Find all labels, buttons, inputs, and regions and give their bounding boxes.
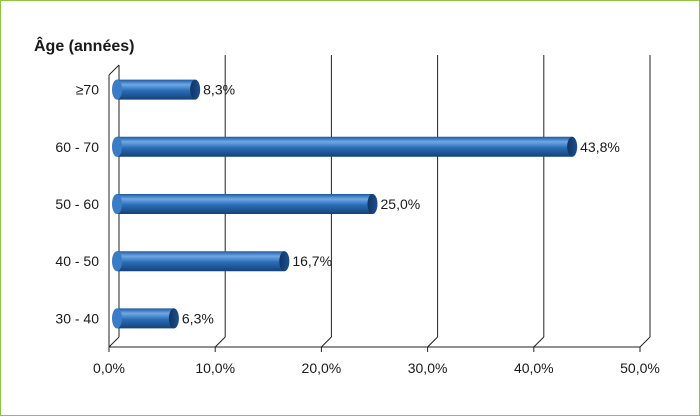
gridline-depth: [639, 336, 651, 348]
bar-end-cap: [279, 251, 290, 272]
bar: [112, 79, 201, 100]
bar-start-cap: [112, 251, 122, 272]
bar-end-cap: [168, 308, 179, 329]
y-tick-label: 30 - 40: [55, 310, 99, 326]
x-tick-label: 40,0%: [514, 360, 554, 376]
x-tick-label: 20,0%: [302, 360, 342, 376]
axis-depth-line: [108, 336, 120, 348]
bar: [112, 308, 179, 329]
bar-end-cap: [567, 136, 578, 157]
bar-end-cap: [190, 79, 201, 100]
data-label: 6,3%: [182, 310, 214, 326]
bar-body: [117, 251, 285, 272]
bar-start-cap: [112, 136, 122, 157]
data-label: 8,3%: [203, 82, 235, 98]
data-label: 43,8%: [580, 139, 620, 155]
chart-title: Âge (années): [34, 36, 134, 55]
bar-body: [117, 79, 196, 100]
x-tick-label: 30,0%: [408, 360, 448, 376]
bar: [112, 136, 578, 157]
y-tick-label: 40 - 50: [55, 253, 99, 269]
x-tick-label: 10,0%: [195, 360, 235, 376]
bar-start-cap: [112, 194, 122, 214]
data-label: 25,0%: [381, 196, 421, 212]
bar-start-cap: [112, 79, 122, 100]
bar-body: [117, 136, 573, 157]
bar-end-cap: [367, 194, 378, 214]
gridline-depth: [533, 336, 545, 348]
x-tick-label: 50,0%: [620, 360, 660, 376]
y-axis-wall-top: [108, 64, 120, 76]
bar: [112, 251, 290, 272]
bar-body: [117, 308, 174, 329]
x-tick-label: 0,0%: [93, 360, 125, 376]
bar-body: [117, 194, 373, 214]
y-tick-label: 60 - 70: [55, 139, 99, 155]
data-label: 16,7%: [292, 253, 332, 269]
gridline-depth: [214, 336, 226, 348]
y-tick-label: ≥70: [76, 82, 99, 98]
y-tick-label: 50 - 60: [55, 196, 99, 212]
bar: [112, 194, 378, 214]
bar-start-cap: [112, 308, 122, 329]
gridline-depth: [427, 336, 438, 348]
gridline-depth: [321, 336, 332, 348]
